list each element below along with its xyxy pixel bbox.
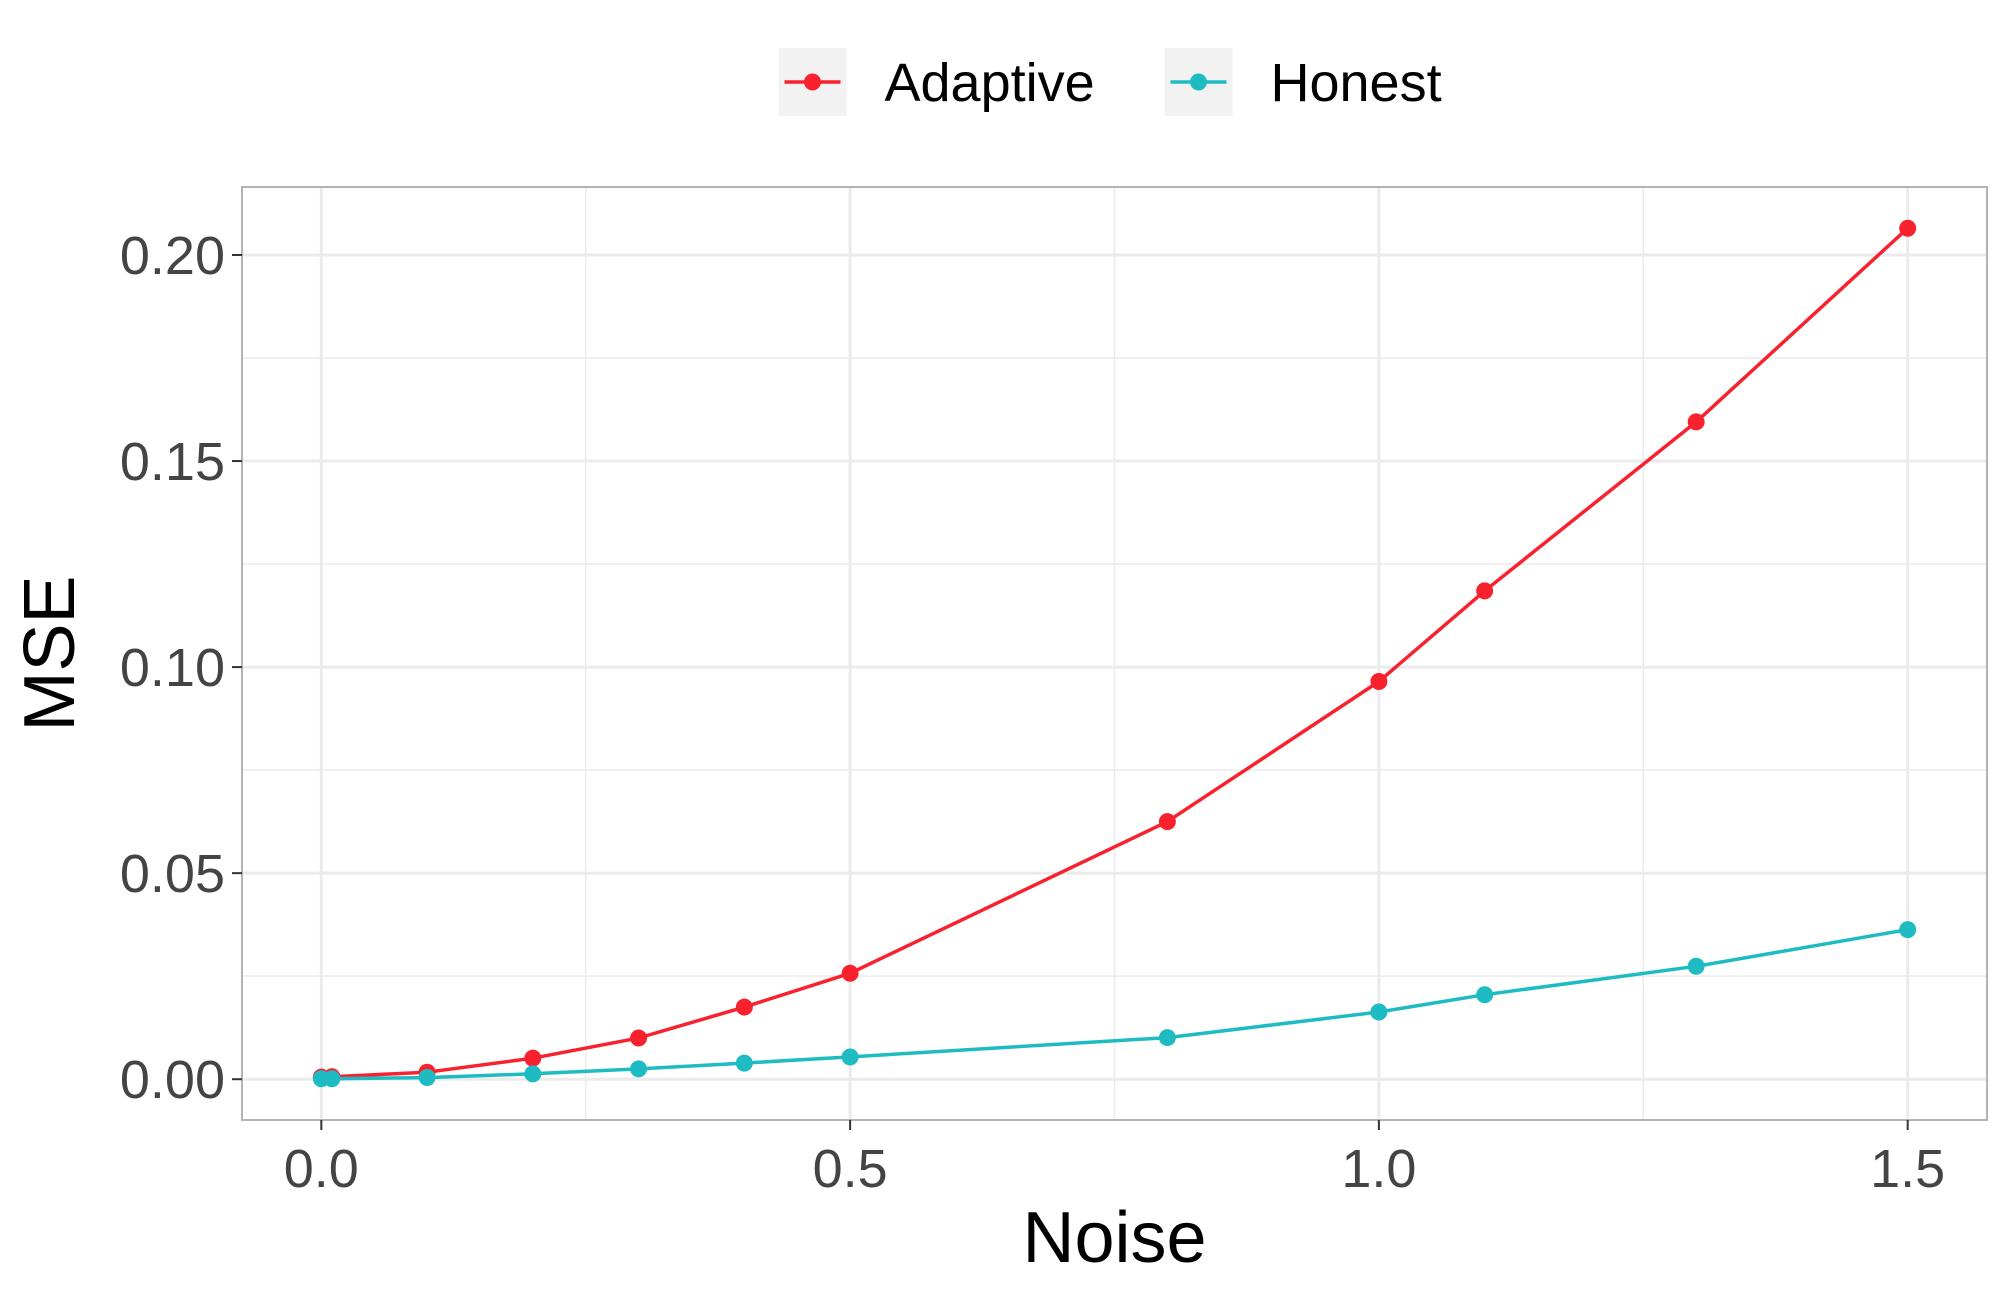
x-tick-label: 0.5 xyxy=(813,1139,888,1199)
data-point-honest xyxy=(1370,1003,1388,1021)
data-point-adaptive xyxy=(630,1029,648,1047)
data-point-adaptive xyxy=(1158,813,1176,831)
legend-key-point xyxy=(1190,73,1207,91)
legend-key-point xyxy=(804,73,821,91)
y-tick-label: 0.05 xyxy=(120,844,225,904)
data-point-adaptive xyxy=(735,998,753,1016)
series-line-honest xyxy=(321,927,1908,1081)
data-point-honest xyxy=(841,1048,859,1066)
x-tick-label: 0.0 xyxy=(284,1139,359,1199)
data-point-honest xyxy=(1687,957,1705,975)
data-point-honest xyxy=(524,1065,542,1083)
data-point-honest xyxy=(323,1070,341,1088)
y-tick-label: 0.00 xyxy=(120,1050,225,1110)
x-tick-label: 1.5 xyxy=(1870,1139,1945,1199)
legend-label-adaptive: Adaptive xyxy=(885,53,1095,113)
x-axis-title: Noise xyxy=(1022,1198,1206,1278)
data-point-adaptive xyxy=(1370,673,1388,691)
data-point-honest xyxy=(630,1060,648,1078)
data-point-adaptive xyxy=(1899,219,1917,237)
y-tick-label: 0.10 xyxy=(120,638,225,698)
y-axis-title: MSE xyxy=(10,575,90,731)
data-point-honest xyxy=(1476,986,1494,1004)
legend: Adaptive Honest xyxy=(778,48,1442,116)
data-point-honest xyxy=(1158,1029,1176,1047)
data-point-honest xyxy=(735,1054,753,1072)
data-point-adaptive xyxy=(1687,413,1705,431)
legend-label-honest: Honest xyxy=(1271,53,1442,113)
y-tick-label: 0.15 xyxy=(120,432,225,492)
series-layer xyxy=(312,219,1917,1088)
legend-item-honest: Honest xyxy=(1164,48,1442,116)
data-point-adaptive xyxy=(841,964,859,982)
panel-border xyxy=(241,186,1988,1121)
data-point-adaptive xyxy=(524,1049,542,1067)
data-point-honest xyxy=(418,1069,436,1087)
legend-item-adaptive: Adaptive xyxy=(778,48,1095,116)
data-point-honest xyxy=(1899,921,1917,939)
axis-layer: 0.0 0.5 1.0 1.5 0.00 0.05 0.10 0.15 0.20 xyxy=(120,226,1945,1199)
y-tick-label: 0.20 xyxy=(120,226,225,286)
series-line-adaptive xyxy=(321,226,1909,1079)
x-tick-label: 1.0 xyxy=(1341,1139,1416,1199)
data-point-adaptive xyxy=(1476,582,1494,600)
